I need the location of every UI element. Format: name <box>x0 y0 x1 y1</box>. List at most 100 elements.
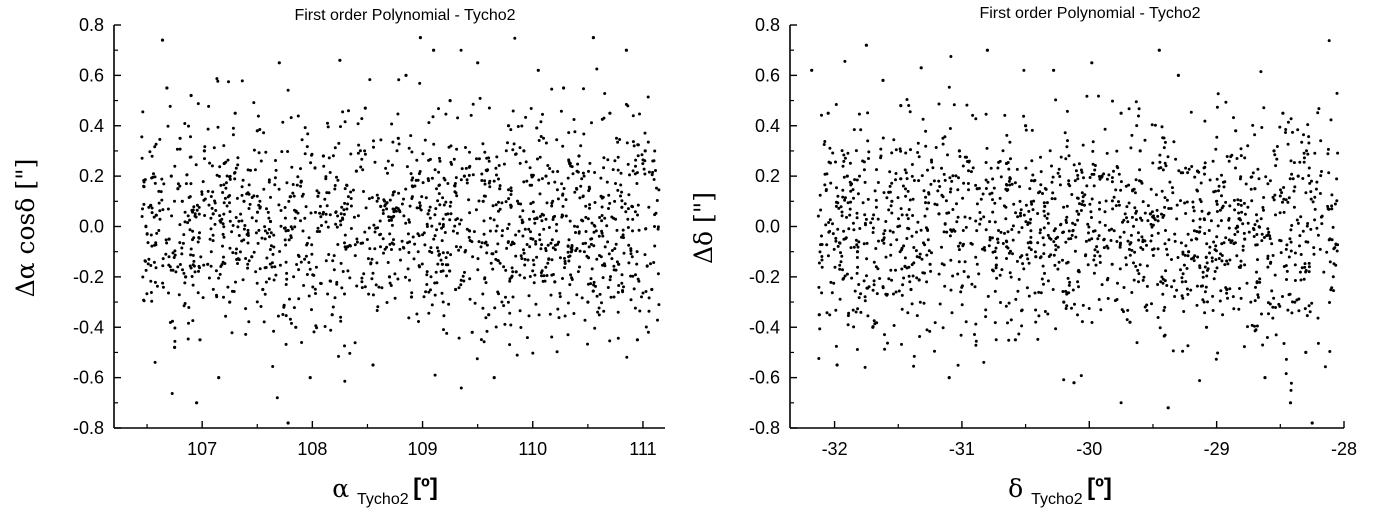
scatter-point <box>1330 238 1334 242</box>
scatter-point <box>1275 145 1279 148</box>
scatter-point <box>1103 210 1107 214</box>
scatter-point <box>1193 175 1197 179</box>
scatter-point <box>1100 283 1104 287</box>
scatter-point <box>1198 217 1202 221</box>
scatter-point <box>388 281 392 285</box>
y-tick-label: -0.8 <box>749 418 780 438</box>
scatter-point <box>200 190 204 194</box>
scatter-point <box>592 244 596 248</box>
scatter-point <box>1192 259 1196 263</box>
scatter-point <box>1312 252 1316 256</box>
scatter-point <box>180 252 184 256</box>
scatter-point <box>520 257 524 260</box>
scatter-point <box>872 213 876 217</box>
scatter-point <box>964 225 968 229</box>
scatter-point <box>161 257 165 261</box>
scatter-point <box>905 213 909 217</box>
scatter-point <box>508 343 512 347</box>
scatter-point <box>386 171 389 175</box>
scatter-point <box>1118 245 1122 249</box>
scatter-point <box>1137 238 1141 242</box>
scatter-point <box>960 285 964 289</box>
scatter-point <box>193 212 197 216</box>
scatter-point <box>896 196 900 200</box>
scatter-point <box>1239 203 1243 207</box>
scatter-point <box>1093 254 1097 258</box>
scatter-point <box>607 207 610 210</box>
scatter-point <box>236 262 239 265</box>
scatter-point <box>533 217 537 221</box>
scatter-point <box>295 183 299 187</box>
scatter-point <box>861 201 865 205</box>
scatter-point <box>194 163 198 167</box>
scatter-point <box>297 268 301 272</box>
scatter-point <box>360 280 364 284</box>
scatter-point <box>408 204 412 208</box>
scatter-point <box>338 58 342 62</box>
scatter-point <box>556 197 560 201</box>
scatter-point <box>1134 218 1138 222</box>
scatter-point <box>518 273 522 277</box>
scatter-point <box>247 183 251 187</box>
scatter-point <box>1307 261 1311 265</box>
scatter-point <box>545 274 549 277</box>
scatter-point <box>550 238 554 242</box>
x-axis-subscript: Tycho2 <box>1031 491 1087 508</box>
scatter-point <box>1307 141 1311 145</box>
scatter-point <box>1077 212 1081 216</box>
scatter-point <box>900 307 904 311</box>
scatter-point <box>260 236 264 240</box>
scatter-point <box>974 322 978 326</box>
scatter-point <box>270 265 274 269</box>
scatter-point <box>376 305 380 309</box>
scatter-point <box>211 287 215 291</box>
scatter-point <box>240 219 244 223</box>
scatter-point <box>855 271 859 275</box>
scatter-point <box>417 320 420 323</box>
scatter-point <box>1304 350 1308 354</box>
scatter-point <box>1038 190 1042 194</box>
scatter-point <box>1186 344 1190 348</box>
scatter-point <box>902 276 906 280</box>
scatter-point <box>277 61 281 65</box>
scatter-point <box>1303 307 1307 311</box>
scatter-point <box>1065 204 1069 208</box>
scatter-point <box>141 207 144 211</box>
scatter-point <box>335 175 338 179</box>
scatter-point <box>221 191 225 194</box>
scatter-point <box>326 292 330 296</box>
scatter-point <box>897 217 900 221</box>
scatter-point <box>1256 293 1260 297</box>
scatter-point <box>1137 114 1140 118</box>
scatter-point <box>427 179 431 183</box>
scatter-point <box>1328 350 1332 353</box>
scatter-point <box>1219 219 1223 223</box>
scatter-point <box>252 148 256 152</box>
scatter-point <box>381 237 385 241</box>
scatter-point <box>1173 239 1177 243</box>
scatter-point <box>1239 296 1243 300</box>
scatter-point <box>1243 212 1247 216</box>
scatter-point <box>997 160 1001 164</box>
scatter-point <box>1092 184 1096 188</box>
scatter-point <box>991 177 995 181</box>
scatter-point <box>527 314 531 318</box>
scatter-point <box>468 229 472 233</box>
scatter-point <box>531 200 535 204</box>
scatter-point <box>1295 218 1299 222</box>
scatter-point <box>1236 198 1240 202</box>
scatter-point <box>637 279 641 283</box>
scatter-point <box>440 291 444 295</box>
scatter-point <box>588 203 592 207</box>
scatter-point <box>1102 246 1106 250</box>
scatter-point <box>1007 179 1011 183</box>
scatter-point <box>140 135 144 139</box>
scatter-point <box>1064 307 1068 310</box>
scatter-point <box>1309 197 1313 201</box>
scatter-point <box>831 222 834 226</box>
scatter-point <box>462 174 466 178</box>
scatter-point <box>1093 164 1097 167</box>
scatter-point <box>831 232 835 236</box>
scatter-point <box>339 219 342 223</box>
scatter-point <box>1077 162 1081 166</box>
